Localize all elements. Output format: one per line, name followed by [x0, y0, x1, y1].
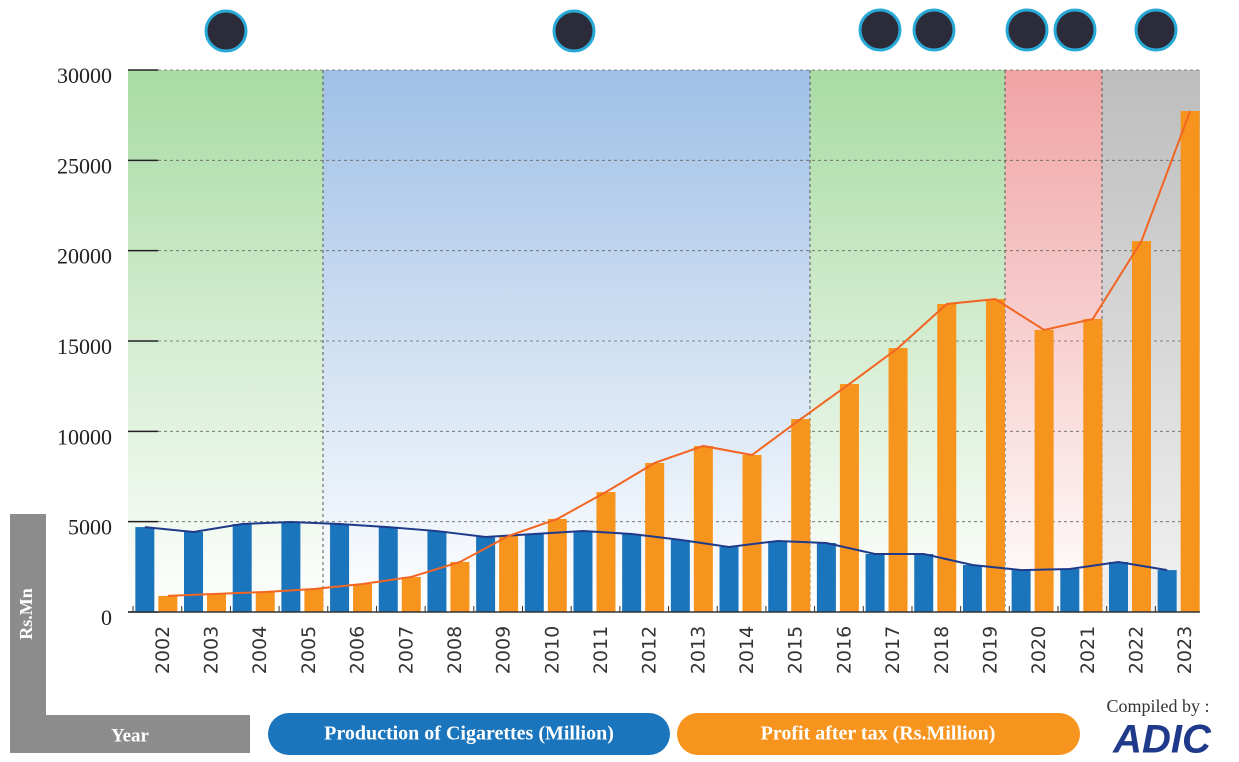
- x-tick-label: 2012: [639, 626, 661, 674]
- x-tick-label: 2016: [833, 626, 855, 674]
- bar: [353, 583, 373, 612]
- bar: [1157, 570, 1177, 612]
- bar: [985, 299, 1005, 612]
- bar: [524, 533, 544, 612]
- bar: [670, 539, 690, 612]
- bar: [427, 531, 447, 612]
- bar: [937, 303, 957, 612]
- portrait: [552, 9, 596, 53]
- x-tick-label: 2015: [785, 626, 807, 674]
- x-tick-label: 2022: [1125, 626, 1147, 674]
- x-tick-label: 2019: [979, 626, 1001, 674]
- bar: [816, 542, 836, 612]
- x-tick-label: 2010: [541, 626, 563, 674]
- bar: [158, 595, 178, 612]
- legend-swatch: [268, 713, 670, 755]
- y-tick-label: 0: [101, 605, 112, 630]
- x-tick-label: 2014: [736, 626, 758, 674]
- x-label-box: [10, 715, 250, 753]
- bar: [1083, 318, 1103, 612]
- x-tick-label: 2006: [347, 626, 369, 674]
- bar: [719, 546, 739, 612]
- legend-entry: Profit after tax (Rs.Million): [761, 723, 996, 745]
- bar: [839, 383, 859, 612]
- bar: [914, 554, 934, 612]
- bar: [791, 419, 811, 612]
- bar: [742, 455, 762, 612]
- bars: [135, 111, 1200, 613]
- x-tick-label: 2017: [882, 626, 904, 674]
- bar: [207, 593, 227, 612]
- bar: [1034, 329, 1054, 612]
- bar: [1180, 111, 1200, 613]
- x-tick-label: 2011: [590, 626, 612, 674]
- bar: [255, 591, 275, 612]
- bar: [865, 554, 885, 612]
- x-tick-label: 2023: [1174, 626, 1196, 674]
- y-tick-label: 20000: [57, 244, 112, 269]
- portraits: [204, 8, 1178, 53]
- bar: [304, 589, 324, 612]
- bar: [1108, 561, 1128, 612]
- y-label-box: [10, 514, 46, 715]
- trend-line: [144, 521, 1168, 572]
- bar: [330, 524, 350, 612]
- portrait: [204, 9, 248, 53]
- x-tick-label: 2002: [152, 626, 174, 674]
- bar: [450, 561, 470, 612]
- bar: [573, 531, 593, 612]
- bar: [281, 522, 301, 612]
- y-tick-label: 30000: [57, 63, 112, 88]
- bar: [184, 531, 204, 612]
- bar: [547, 518, 567, 612]
- bar: [888, 348, 908, 612]
- x-tick-label: 2003: [201, 626, 223, 674]
- bar: [476, 537, 496, 612]
- bar: [1060, 569, 1080, 612]
- y-tick-label: 15000: [57, 334, 112, 359]
- bar: [693, 445, 713, 612]
- credit: Compiled by :: [1107, 696, 1210, 716]
- x-tick-label: 2009: [493, 626, 515, 674]
- bar: [622, 533, 642, 612]
- portrait: [912, 8, 956, 52]
- bar: [499, 535, 519, 612]
- x-tick-label: 2013: [687, 626, 709, 674]
- x-tick-label: 2004: [249, 626, 271, 674]
- legend-swatch: [677, 713, 1080, 755]
- grid: [128, 69, 1200, 613]
- trend-line: [167, 110, 1192, 597]
- x-tick-label: 2020: [1028, 626, 1050, 674]
- y-tick-label: 25000: [57, 153, 112, 178]
- bar: [378, 527, 398, 612]
- x-tick-label: 2005: [298, 626, 320, 674]
- bar: [232, 524, 252, 612]
- bar: [1131, 241, 1151, 612]
- legend-entry: Production of Cigarettes (Million): [324, 723, 614, 745]
- bar: [1011, 570, 1031, 612]
- x-tick-label: 2007: [395, 626, 417, 674]
- lines: [144, 110, 1192, 597]
- x-axis-label: Year: [111, 725, 150, 746]
- logo: ADIC: [1112, 718, 1212, 762]
- y-tick-label: 10000: [57, 424, 112, 449]
- portrait: [1053, 8, 1097, 52]
- portrait: [1005, 8, 1049, 52]
- bar: [596, 492, 616, 612]
- y-tick-label: 5000: [68, 515, 112, 540]
- bar: [962, 565, 982, 612]
- labels: 0 5000 10000 15000 20000 25000 30000 2002 2003 20…: [57, 63, 1196, 674]
- x-tick-label: 2008: [444, 626, 466, 674]
- portrait: [1134, 8, 1178, 52]
- y-axis-label: Rs.Mn: [16, 588, 36, 640]
- bar: [135, 527, 155, 612]
- bar: [401, 576, 421, 612]
- x-tick-label: 2018: [931, 626, 953, 674]
- portrait: [858, 8, 902, 52]
- bar: [768, 540, 788, 612]
- x-tick-label: 2021: [1077, 626, 1099, 674]
